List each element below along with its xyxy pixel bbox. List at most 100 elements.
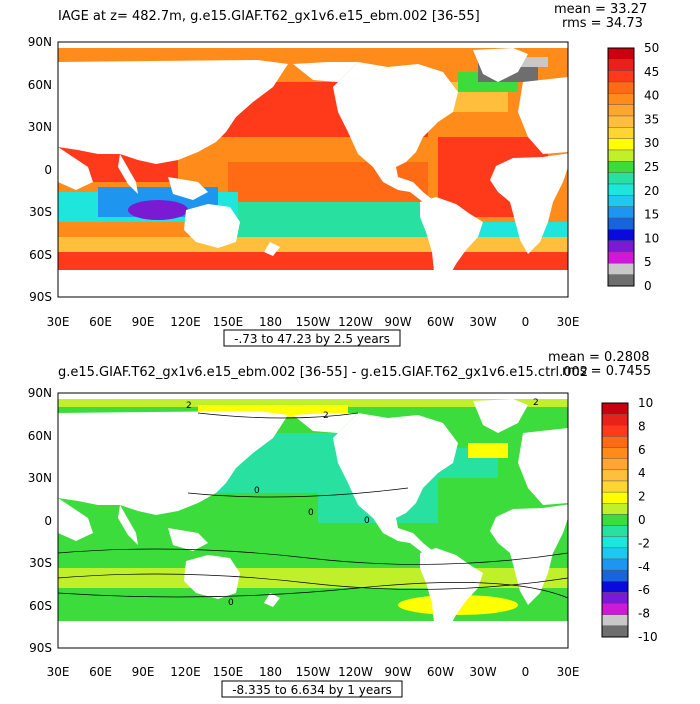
y-tick: 60S [29, 248, 52, 262]
mean-stat: mean = 33.27 [554, 2, 647, 17]
colorbar-swatch [601, 547, 629, 560]
colorbar-label: 2 [638, 490, 646, 504]
panel-bottom: g.e15.GIAF.T62_gx1v6.e15_ebm.002 [36-55]… [28, 350, 658, 698]
x-tick: 30E [557, 315, 580, 329]
colorbar-label: 15 [644, 208, 659, 222]
x-tick: 120W [338, 665, 373, 679]
colorbar-swatch [607, 138, 635, 151]
colorbar-swatch [607, 93, 635, 105]
colorbar-label: 20 [644, 184, 659, 198]
colorbar-label: -2 [638, 536, 650, 550]
contour-label: 0 [308, 508, 314, 518]
colorbar-label: -6 [638, 583, 650, 597]
colorbar-swatch [601, 458, 629, 471]
colorbar-swatch [607, 47, 635, 60]
colorbar-swatch [601, 491, 629, 504]
map-area [57, 41, 578, 298]
colorbar-label: 50 [644, 41, 659, 55]
x-tick: 30W [469, 665, 496, 679]
colorbar-swatch [607, 263, 635, 275]
x-tick: 60W [427, 665, 454, 679]
colorbar-swatch [607, 240, 635, 253]
colorbar-swatch [601, 447, 629, 459]
y-axis: 90N 60N 30N 0 30S 60S 90S [28, 35, 52, 304]
colorbar-swatch [601, 402, 629, 415]
colorbar-label: 4 [638, 466, 646, 480]
colorbar-swatch [607, 127, 635, 139]
rms-stat: rms = 34.73 [562, 16, 643, 31]
colorbar-swatch [607, 217, 635, 230]
x-tick: 60W [427, 315, 454, 329]
x-tick: 0 [522, 315, 530, 329]
x-tick: 180 [259, 315, 282, 329]
x-tick: 120E [170, 665, 201, 679]
colorbar-swatch [601, 480, 629, 493]
colorbar-swatch [607, 104, 635, 117]
colorbar-swatch [601, 581, 629, 593]
x-tick: 90E [132, 665, 155, 679]
mean-stat: mean = 0.2808 [548, 350, 650, 365]
colorbar-label: 0 [644, 279, 652, 293]
colorbar-swatch [607, 274, 635, 287]
colorbar-swatch [607, 59, 635, 71]
colorbar-swatch [601, 525, 629, 537]
panel-title: IAGE at z= 482.7m, g.e15.GIAF.T62_gx1v6.… [58, 9, 480, 24]
x-tick: 30W [469, 315, 496, 329]
y-tick: 30S [29, 556, 52, 570]
y-tick: 30N [28, 471, 52, 485]
colorbar-label: 0 [638, 513, 646, 527]
colorbar-swatch [601, 413, 629, 426]
y-tick: 30N [28, 120, 52, 134]
y-tick: 60N [28, 78, 52, 92]
colorbar-swatch [601, 469, 629, 482]
colorbar-label: 40 [644, 89, 659, 103]
y-tick: 90N [28, 386, 52, 400]
colorbar-label: 30 [644, 136, 659, 150]
x-tick: 180 [259, 665, 282, 679]
colorbar-swatch [607, 195, 635, 207]
colorbar-label: 5 [644, 255, 652, 269]
colorbar-swatch [601, 625, 629, 638]
x-tick: 120W [338, 315, 373, 329]
colorbar-swatch [601, 569, 629, 582]
colorbar-swatch [607, 70, 635, 83]
x-axis: 30E 60E 90E 120E 150E 180 150W 120W 90W 60W 30W 0 30… [47, 665, 580, 679]
colorbar-swatch [607, 161, 635, 173]
x-tick: 60E [89, 665, 112, 679]
y-tick: 60N [28, 429, 52, 443]
contour-label: 2 [186, 401, 192, 411]
colorbar-swatch [601, 592, 629, 604]
colorbar-swatch [607, 149, 635, 162]
panel-top: IAGE at z= 482.7m, g.e15.GIAF.T62_gx1v6.… [28, 2, 659, 347]
colorbar-swatch [607, 251, 635, 264]
colorbar-swatch [607, 229, 635, 241]
x-axis: 30E 60E 90E 120E 150E 180 150W 120W 90W 60W 30W 0 30… [47, 315, 580, 329]
contour-label: 2 [323, 411, 329, 421]
colorbar-swatch [601, 514, 629, 526]
y-tick: 0 [44, 514, 52, 528]
colorbar-swatch [601, 425, 629, 437]
x-tick: 0 [522, 665, 530, 679]
x-tick: 120E [170, 315, 201, 329]
colorbar: 10 8 6 4 2 0 -2 -4 -6 -8 -10 [601, 396, 658, 644]
x-tick: 150E [213, 665, 244, 679]
rms-stat: rms = 0.7455 [562, 364, 651, 379]
y-axis: 90N 60N 30N 0 30S 60S 90S [28, 386, 52, 655]
range-label: -8.335 to 6.634 by 1 years [232, 683, 392, 697]
colorbar-label: 25 [644, 160, 659, 174]
colorbar-label: 10 [638, 396, 653, 410]
colorbar-swatch [601, 614, 629, 627]
contour-label: 2 [533, 398, 539, 408]
colorbar-label: 35 [644, 112, 659, 126]
colorbar-swatch [607, 183, 635, 196]
colorbar-swatch [601, 503, 629, 515]
y-tick: 90N [28, 35, 52, 49]
colorbar-label: 8 [638, 419, 646, 433]
panel-title: g.e15.GIAF.T62_gx1v6.e15_ebm.002 [36-55]… [58, 365, 588, 380]
x-tick: 150W [296, 315, 331, 329]
y-tick: 60S [29, 599, 52, 613]
colorbar-label: 6 [638, 443, 646, 457]
x-tick: 150W [296, 665, 331, 679]
y-tick: 90S [29, 641, 52, 655]
